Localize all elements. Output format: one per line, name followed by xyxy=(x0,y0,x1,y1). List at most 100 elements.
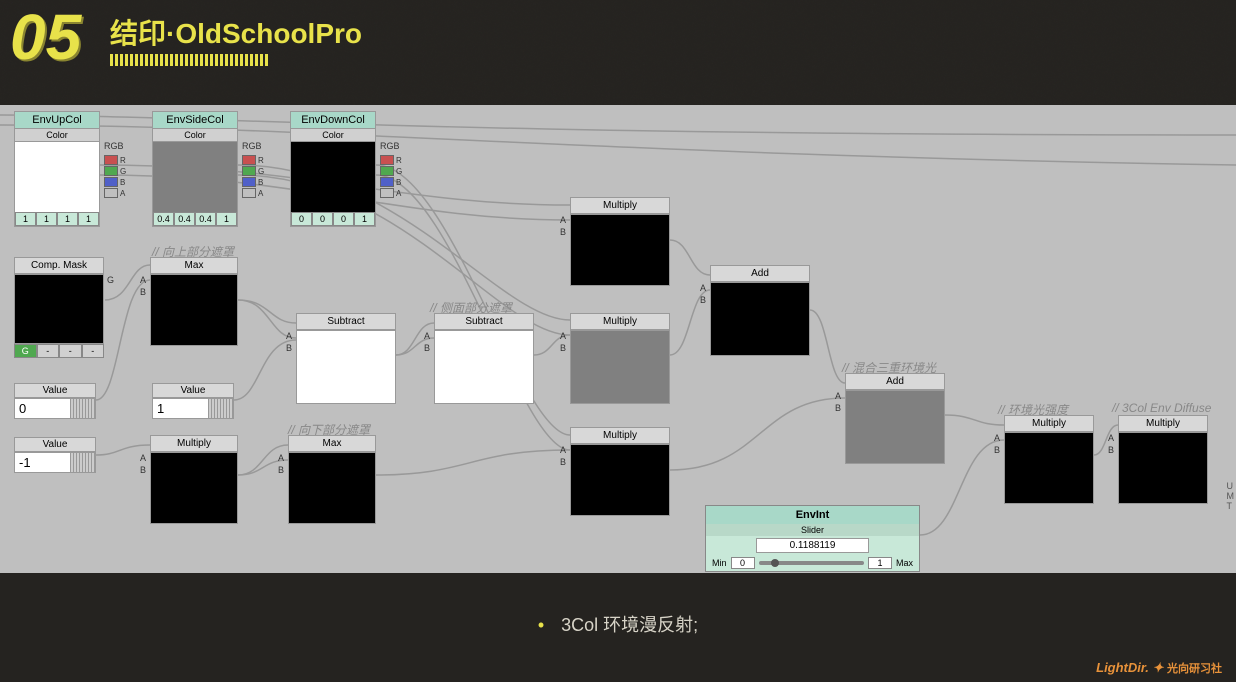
input-b[interactable]: B xyxy=(700,295,706,305)
value-input[interactable] xyxy=(15,399,70,418)
op-node-subtract-4[interactable]: SubtractAB xyxy=(434,313,534,404)
channel-value[interactable]: 0 xyxy=(291,212,312,226)
op-node-multiply-10[interactable]: MultiplyAB xyxy=(1004,415,1094,504)
value-node-0[interactable]: Value xyxy=(14,383,96,419)
mask-channel-btn[interactable]: G xyxy=(14,344,37,358)
op-node-subtract-3[interactable]: SubtractAB xyxy=(296,313,396,404)
input-a[interactable]: A xyxy=(835,391,841,401)
op-node-add-9[interactable]: AddAB xyxy=(845,373,945,464)
input-b[interactable]: B xyxy=(424,343,430,353)
input-a[interactable]: A xyxy=(560,215,566,225)
mask-channel-btn[interactable]: - xyxy=(82,344,105,358)
op-node-multiply-11[interactable]: MultiplyAB xyxy=(1118,415,1208,504)
color-node-envside[interactable]: EnvSideColColor0.40.40.41 xyxy=(152,111,238,227)
brand-cn: 光向研习社 xyxy=(1167,663,1222,675)
channel-value[interactable]: 0 xyxy=(333,212,354,226)
drag-grip[interactable] xyxy=(70,453,95,472)
channel-value[interactable]: 1 xyxy=(354,212,375,226)
bullet-icon: • xyxy=(538,615,544,635)
channel-value[interactable]: 0 xyxy=(312,212,333,226)
side-labels: UMT xyxy=(1227,481,1235,511)
input-a[interactable]: A xyxy=(278,453,284,463)
envint-slider-node[interactable]: EnvInt Slider 0.1188119 Min 0 1 Max xyxy=(705,505,920,572)
slider-value[interactable]: 0.1188119 xyxy=(756,538,869,553)
channel-value[interactable]: 0.4 xyxy=(195,212,216,226)
node-title: EnvInt xyxy=(706,506,919,524)
mask-channel-btn[interactable]: - xyxy=(59,344,82,358)
rgb-label: RGB xyxy=(242,141,262,151)
input-a[interactable]: A xyxy=(140,453,146,463)
channel-value[interactable]: 1 xyxy=(57,212,78,226)
op-node-multiply-1[interactable]: MultiplyAB xyxy=(150,435,238,524)
node-preview xyxy=(1118,432,1208,504)
rgb-channel-labels: RGBA xyxy=(120,155,126,199)
input-b[interactable]: B xyxy=(560,227,566,237)
channel-value[interactable]: 1 xyxy=(78,212,99,226)
node-graph-canvas[interactable]: EnvUpColColor1111RGBRGBAEnvSideColColor0… xyxy=(0,105,1236,573)
input-b[interactable]: B xyxy=(994,445,1000,455)
comment-label: // 侧面部分遮罩 xyxy=(430,299,512,316)
color-node-envdown[interactable]: EnvDownColColor0001 xyxy=(290,111,376,227)
input-b[interactable]: B xyxy=(278,465,284,475)
input-b[interactable]: B xyxy=(560,457,566,467)
input-b[interactable]: B xyxy=(286,343,292,353)
comment-label: // 3Col Env Diffuse xyxy=(1112,401,1211,415)
comp-mask-node[interactable]: Comp. Mask G--- G xyxy=(14,257,104,358)
color-node-envup[interactable]: EnvUpColColor1111 xyxy=(14,111,100,227)
color-preview[interactable] xyxy=(153,142,237,212)
input-a[interactable]: A xyxy=(286,331,292,341)
slide-header: 05 结印·OldSchoolPro xyxy=(0,0,1236,105)
input-b[interactable]: B xyxy=(835,403,841,413)
brand: LightDir. ✦ 光向研习社 xyxy=(1096,660,1222,676)
channel-value[interactable]: 1 xyxy=(216,212,237,226)
input-a[interactable]: A xyxy=(560,331,566,341)
channel-value[interactable]: 1 xyxy=(15,212,36,226)
input-b[interactable]: B xyxy=(140,287,146,297)
slider-track[interactable] xyxy=(759,561,864,565)
input-a[interactable]: A xyxy=(994,433,1000,443)
input-b[interactable]: B xyxy=(140,465,146,475)
input-b[interactable]: B xyxy=(1108,445,1114,455)
slider-knob[interactable] xyxy=(771,559,779,567)
node-preview xyxy=(434,330,534,404)
rgb-label: RGB xyxy=(104,141,124,151)
drag-grip[interactable] xyxy=(70,399,95,418)
op-node-multiply-7[interactable]: MultiplyAB xyxy=(570,427,670,516)
value-node-2[interactable]: Value xyxy=(152,383,234,419)
channel-value[interactable]: 1 xyxy=(36,212,57,226)
node-preview xyxy=(1004,432,1094,504)
input-a[interactable]: A xyxy=(700,283,706,293)
mask-channel-btn[interactable]: - xyxy=(37,344,60,358)
node-preview xyxy=(570,214,670,286)
rgb-outputs xyxy=(242,155,256,199)
op-node-multiply-5[interactable]: MultiplyAB xyxy=(570,313,670,404)
op-node-multiply-6[interactable]: MultiplyAB xyxy=(570,197,670,286)
min-value[interactable]: 0 xyxy=(731,557,755,569)
value-node-1[interactable]: Value xyxy=(14,437,96,473)
op-node-max-2[interactable]: MaxAB xyxy=(288,435,376,524)
node-title: Comp. Mask xyxy=(14,257,104,274)
color-preview[interactable] xyxy=(291,142,375,212)
rgb-label: RGB xyxy=(380,141,400,151)
input-a[interactable]: A xyxy=(560,445,566,455)
channel-value[interactable]: 0.4 xyxy=(153,212,174,226)
node-preview xyxy=(14,274,104,344)
input-a[interactable]: A xyxy=(140,275,146,285)
comment-label: // 向上部分遮罩 xyxy=(152,243,234,260)
max-value[interactable]: 1 xyxy=(868,557,892,569)
node-preview xyxy=(570,330,670,404)
input-a[interactable]: A xyxy=(1108,433,1114,443)
caption-text: 3Col 环境漫反射; xyxy=(561,615,698,635)
op-node-add-8[interactable]: AddAB xyxy=(710,265,810,356)
channel-value[interactable]: 0.4 xyxy=(174,212,195,226)
input-a[interactable]: A xyxy=(424,331,430,341)
color-preview[interactable] xyxy=(15,142,99,212)
input-b[interactable]: B xyxy=(560,343,566,353)
value-input[interactable] xyxy=(153,399,208,418)
comment-label: // 环境光强度 xyxy=(998,401,1068,418)
title-underline xyxy=(110,54,270,66)
op-node-max-0[interactable]: MaxAB xyxy=(150,257,238,346)
value-input[interactable] xyxy=(15,453,70,472)
drag-grip[interactable] xyxy=(208,399,233,418)
node-preview xyxy=(150,274,238,346)
